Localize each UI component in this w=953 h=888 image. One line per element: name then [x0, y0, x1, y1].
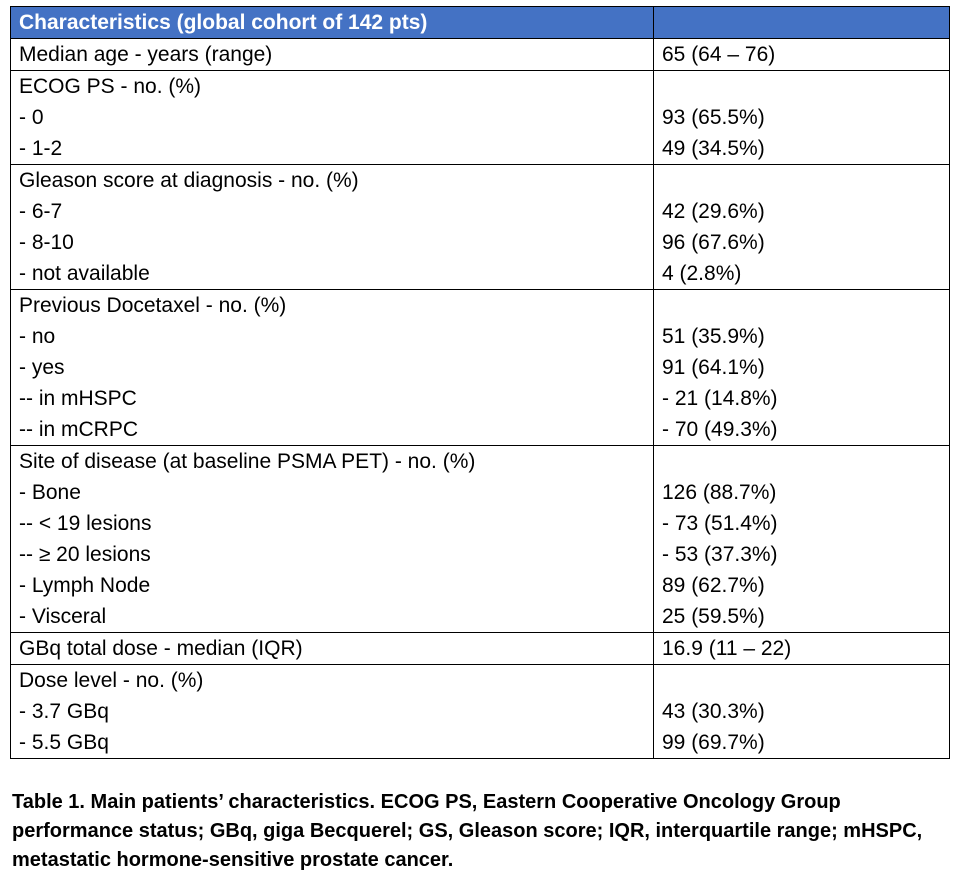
- value-line: [662, 447, 949, 478]
- value-line: 51 (35.9%): [662, 325, 765, 348]
- value-cell: 126 (88.7%) - 73 (51.4%) - 53 (37.3%) 89 (6…: [653, 445, 950, 633]
- value-cell: 43 (30.3%) 99 (69.7%): [653, 664, 950, 759]
- characteristic-line: Gleason score at diagnosis - no. (%): [19, 169, 359, 192]
- table-body: Characteristics (global cohort of 142 pt…: [10, 6, 950, 759]
- characteristic-line: - 6-7: [19, 200, 63, 223]
- value-line: 89 (62.7%): [662, 574, 765, 597]
- characteristic-line: Dose level - no. (%): [19, 669, 204, 692]
- value-line: - 21 (14.8%): [662, 387, 778, 410]
- header-cell-value: [653, 6, 950, 39]
- value-cell: 93 (65.5%) 49 (34.5%): [653, 70, 950, 165]
- value-line: 99 (69.7%): [662, 731, 765, 754]
- characteristic-cell: Previous Docetaxel - no. (%) - no - yes -- …: [10, 289, 654, 446]
- characteristic-line: -- ≥ 20 lesions: [19, 543, 151, 566]
- characteristic-line: Site of disease (at baseline PSMA PET) -…: [19, 450, 476, 473]
- table-row: GBq total dose - median (IQR) 16.9 (11 – …: [10, 632, 950, 665]
- value-line: [662, 291, 949, 322]
- table-caption: Table 1. Main patients’ characteristics.…: [12, 791, 923, 871]
- value-line: - 73 (51.4%): [662, 512, 778, 535]
- characteristic-cell: Median age - years (range): [10, 38, 654, 71]
- characteristic-line: - 3.7 GBq: [19, 700, 109, 723]
- value-line: 65 (64 – 76): [662, 43, 776, 66]
- table-header-row: Characteristics (global cohort of 142 pt…: [10, 6, 950, 39]
- characteristic-line: Median age - years (range): [19, 43, 273, 66]
- value-line: 126 (88.7%): [662, 481, 777, 504]
- value-line: [662, 166, 949, 197]
- value-line: 16.9 (11 – 22): [662, 637, 792, 660]
- characteristic-cell: Dose level - no. (%) - 3.7 GBq - 5.5 GBq: [10, 664, 654, 759]
- value-line: - 70 (49.3%): [662, 418, 778, 441]
- value-line: 25 (59.5%): [662, 605, 765, 628]
- value-line: 91 (64.1%): [662, 356, 765, 379]
- value-line: [662, 72, 949, 103]
- value-line: 49 (34.5%): [662, 137, 765, 160]
- characteristics-table: Characteristics (global cohort of 142 pt…: [10, 6, 950, 759]
- characteristic-line: - Bone: [19, 481, 81, 504]
- characteristic-line: - yes: [19, 356, 65, 379]
- characteristic-line: ECOG PS - no. (%): [19, 75, 202, 98]
- characteristic-line: -- in mHSPC: [19, 387, 137, 410]
- value-line: 42 (29.6%): [662, 200, 765, 223]
- value-line: 93 (65.5%): [662, 106, 765, 129]
- characteristic-line: - Lymph Node: [19, 574, 151, 597]
- characteristic-line: - no: [19, 325, 56, 348]
- value-line: 43 (30.3%): [662, 700, 765, 723]
- characteristic-cell: GBq total dose - median (IQR): [10, 632, 654, 665]
- characteristic-line: -- < 19 lesions: [19, 512, 152, 535]
- characteristic-line: Previous Docetaxel - no. (%): [19, 294, 287, 317]
- table-row: Site of disease (at baseline PSMA PET) -…: [10, 445, 950, 633]
- table-row: Gleason score at diagnosis - no. (%) - 6-…: [10, 164, 950, 290]
- value-cell: 42 (29.6%) 96 (67.6%) 4 (2.8%): [653, 164, 950, 290]
- characteristic-line: - Visceral: [19, 605, 107, 628]
- value-line: 96 (67.6%): [662, 231, 765, 254]
- characteristic-cell: Site of disease (at baseline PSMA PET) -…: [10, 445, 654, 633]
- characteristic-line: - 5.5 GBq: [19, 731, 109, 754]
- characteristic-line: -- in mCRPC: [19, 418, 138, 441]
- value-line: - 53 (37.3%): [662, 543, 778, 566]
- value-cell: 65 (64 – 76): [653, 38, 950, 71]
- table-row: Median age - years (range) 65 (64 – 76): [10, 38, 950, 71]
- characteristic-cell: ECOG PS - no. (%) - 0 - 1-2: [10, 70, 654, 165]
- table-row: Previous Docetaxel - no. (%) - no - yes -- …: [10, 289, 950, 446]
- characteristic-line: - 8-10: [19, 231, 74, 254]
- value-cell: 51 (35.9%) 91 (64.1%) - 21 (14.8%) - 70 (49…: [653, 289, 950, 446]
- characteristic-line: GBq total dose - median (IQR): [19, 637, 303, 660]
- characteristic-cell: Gleason score at diagnosis - no. (%) - 6-…: [10, 164, 654, 290]
- characteristic-line: - 0: [19, 106, 44, 129]
- characteristic-line: - not available: [19, 262, 150, 285]
- table-row: ECOG PS - no. (%) - 0 - 1-2 93 (65.5%) 49 (3…: [10, 70, 950, 165]
- header-cell-characteristics: Characteristics (global cohort of 142 pt…: [10, 6, 654, 39]
- value-line: 4 (2.8%): [662, 262, 742, 285]
- value-line: [662, 666, 949, 697]
- table-row: Dose level - no. (%) - 3.7 GBq - 5.5 GBq 43…: [10, 664, 950, 759]
- value-cell: 16.9 (11 – 22): [653, 632, 950, 665]
- characteristic-line: - 1-2: [19, 137, 63, 160]
